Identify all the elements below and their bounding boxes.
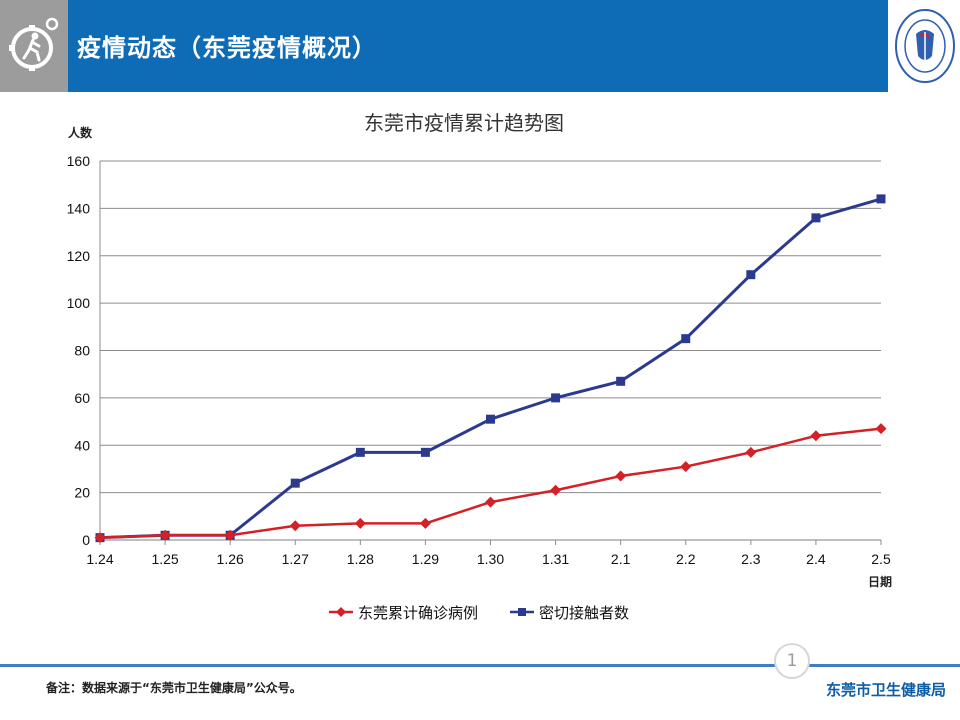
virus-gear-runner-icon (9, 17, 59, 71)
grid-lines (99, 160, 882, 545)
data-point-diamond (810, 430, 822, 442)
data-point-diamond (159, 529, 171, 541)
chart-title: 东莞市疫情累计趋势图 (364, 111, 564, 135)
data-point-square (355, 447, 365, 457)
x-tick-label: 1.28 (347, 551, 374, 567)
y-tick-label: 0 (82, 532, 90, 548)
data-point-diamond (289, 520, 301, 532)
data-point-square (551, 393, 561, 403)
legend-swatch-marker (336, 607, 346, 617)
page-title: 疫情动态（东莞疫情概况） (77, 34, 377, 62)
data-point-square (681, 334, 691, 344)
legend-label: 密切接触者数 (539, 604, 629, 622)
health-bureau-seal-icon (895, 9, 955, 83)
x-tick-label: 1.25 (151, 551, 178, 567)
legend: 东莞累计确诊病例 密切接触者数 (329, 604, 629, 622)
data-point-diamond (615, 470, 627, 482)
trend-chart: 东莞市疫情累计趋势图 人数 日期 0 20 40 60 80 100 120 140 160 1… (67, 111, 892, 622)
y-tick-label: 100 (67, 295, 91, 311)
y-tick-label: 60 (74, 390, 90, 406)
x-tick-label: 1.29 (412, 551, 439, 567)
data-point-square (811, 213, 821, 223)
data-point-diamond (94, 532, 106, 544)
x-axis-label: 日期 (868, 574, 892, 589)
data-point-diamond (485, 496, 496, 508)
x-tick-label: 2.1 (611, 551, 631, 567)
x-tick-label: 2.5 (871, 551, 891, 567)
footnote: 备注：数据来源于“东莞市卫生健康局”公众号。 (46, 681, 302, 695)
x-tick-label: 1.31 (542, 551, 569, 567)
header-bar (68, 0, 888, 92)
x-tick-label: 1.27 (282, 551, 309, 567)
data-point-square (290, 478, 300, 488)
y-tick-label: 40 (74, 437, 90, 453)
legend-label: 东莞累计确诊病例 (358, 604, 478, 622)
x-tick-labels: 1.24 1.25 1.26 1.27 1.28 1.29 1.30 1.31 2.1 2.2 2.… (86, 551, 891, 567)
x-tick-label: 2.2 (676, 551, 696, 567)
data-point-diamond (354, 517, 366, 529)
x-tick-label: 1.26 (217, 551, 244, 567)
legend-swatch-marker (518, 608, 526, 616)
x-tick-label: 1.30 (477, 551, 504, 567)
series-line (99, 197, 882, 540)
data-point-diamond (875, 423, 887, 435)
y-tick-label: 20 (74, 485, 90, 501)
data-point-diamond (224, 529, 236, 541)
data-point-square (876, 194, 886, 204)
data-point-square (746, 270, 756, 280)
data-point-diamond (680, 461, 692, 473)
data-point-square (486, 414, 495, 424)
y-tick-labels: 0 20 40 60 80 100 120 140 160 (67, 153, 91, 548)
data-point-diamond (419, 517, 431, 529)
x-tick-label: 2.3 (741, 551, 761, 567)
y-tick-label: 160 (67, 153, 91, 169)
y-tick-label: 120 (67, 248, 91, 264)
y-tick-label: 140 (67, 200, 91, 216)
data-point-square (616, 376, 626, 386)
x-tick-label: 2.4 (806, 551, 826, 567)
data-point-diamond (550, 484, 562, 496)
organization-name: 东莞市卫生健康局 (825, 681, 946, 699)
y-axis-label: 人数 (68, 125, 93, 140)
footer-divider (0, 664, 960, 667)
series-group (94, 194, 887, 544)
y-tick-label: 80 (74, 343, 90, 359)
data-point-square (420, 447, 430, 457)
data-point-diamond (745, 446, 757, 458)
page-number: 1 (774, 643, 810, 679)
x-tick-label: 1.24 (86, 551, 113, 567)
